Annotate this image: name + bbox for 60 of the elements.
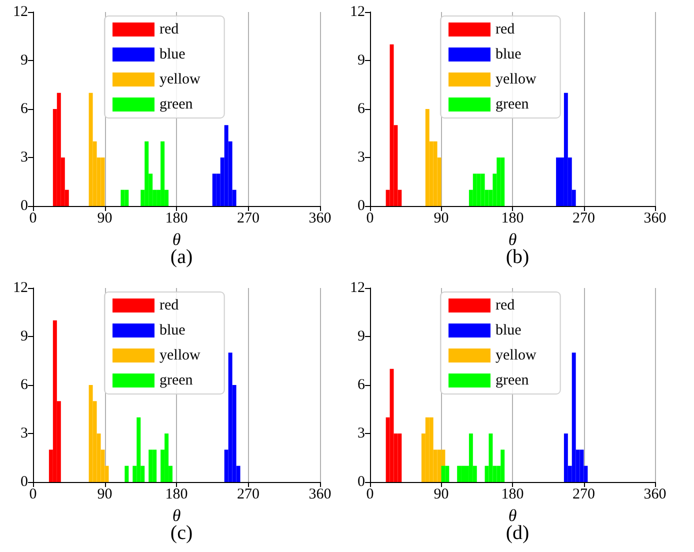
y-tick-label: 9 xyxy=(20,52,28,68)
x-tick-label: 180 xyxy=(501,486,524,502)
x-tick-label: 360 xyxy=(644,486,666,502)
x-tick-label: 270 xyxy=(237,486,260,502)
x-tick-label: 90 xyxy=(434,210,449,226)
y-tick-label: 0 xyxy=(358,198,365,214)
y-tick-label: 12 xyxy=(13,4,28,20)
y-tick-label: 12 xyxy=(350,4,365,20)
legend-label: yellow xyxy=(160,348,200,364)
y-tick-label: 3 xyxy=(20,426,28,442)
text: (b) xyxy=(506,246,530,268)
y-tick-label: 3 xyxy=(20,150,28,166)
x-tick-label: 180 xyxy=(165,210,188,226)
legend-label: red xyxy=(496,22,516,38)
legend-label: green xyxy=(496,96,530,112)
x-tick-label: 90 xyxy=(97,210,112,226)
legend-label: blue xyxy=(160,46,186,62)
text: (a) xyxy=(170,246,193,268)
legend-label: blue xyxy=(160,322,186,338)
x-axis-title: θ xyxy=(508,506,517,525)
y-tick-label: 9 xyxy=(358,328,365,344)
x-axis-title: θ xyxy=(508,230,517,249)
x-tick-label: 360 xyxy=(308,486,332,502)
legend-label: green xyxy=(160,372,194,388)
y-tick-label: 9 xyxy=(20,328,28,344)
y-tick-label: 0 xyxy=(20,474,28,490)
x-tick-label: 270 xyxy=(572,210,595,226)
legend-label: green xyxy=(496,372,530,388)
y-tick-label: 9 xyxy=(358,52,365,68)
legend-label: yellow xyxy=(496,72,536,88)
legend-label: green xyxy=(160,96,194,112)
y-tick-label: 6 xyxy=(358,101,366,117)
x-tick-label: 90 xyxy=(97,486,112,502)
y-tick-label: 12 xyxy=(350,280,365,296)
y-tick-label: 0 xyxy=(358,474,365,490)
legend-label: blue xyxy=(496,322,522,338)
x-tick-label: 90 xyxy=(434,486,449,502)
x-axis-title: θ xyxy=(172,230,181,249)
text: (d) xyxy=(506,522,530,544)
y-tick-label: 0 xyxy=(20,198,28,214)
y-tick-label: 6 xyxy=(20,377,28,393)
x-tick-label: 270 xyxy=(572,486,595,502)
y-tick-label: 6 xyxy=(358,377,366,393)
legend-label: red xyxy=(160,298,180,314)
x-tick-label: 270 xyxy=(237,210,260,226)
y-tick-label: 3 xyxy=(358,150,365,166)
x-tick-label: 180 xyxy=(501,210,524,226)
x-tick-label: 360 xyxy=(644,210,666,226)
y-tick-label: 6 xyxy=(20,101,28,117)
x-tick-label: 180 xyxy=(165,486,188,502)
y-tick-label: 3 xyxy=(358,426,365,442)
legend-label: red xyxy=(160,22,180,38)
legend-label: yellow xyxy=(496,348,536,364)
legend-label: red xyxy=(496,298,516,314)
x-tick-label: 360 xyxy=(308,210,332,226)
legend-label: yellow xyxy=(160,72,200,88)
x-axis-title: θ xyxy=(172,506,181,525)
y-tick-label: 12 xyxy=(13,280,28,296)
text: (c) xyxy=(170,522,193,544)
legend-label: blue xyxy=(496,46,522,62)
